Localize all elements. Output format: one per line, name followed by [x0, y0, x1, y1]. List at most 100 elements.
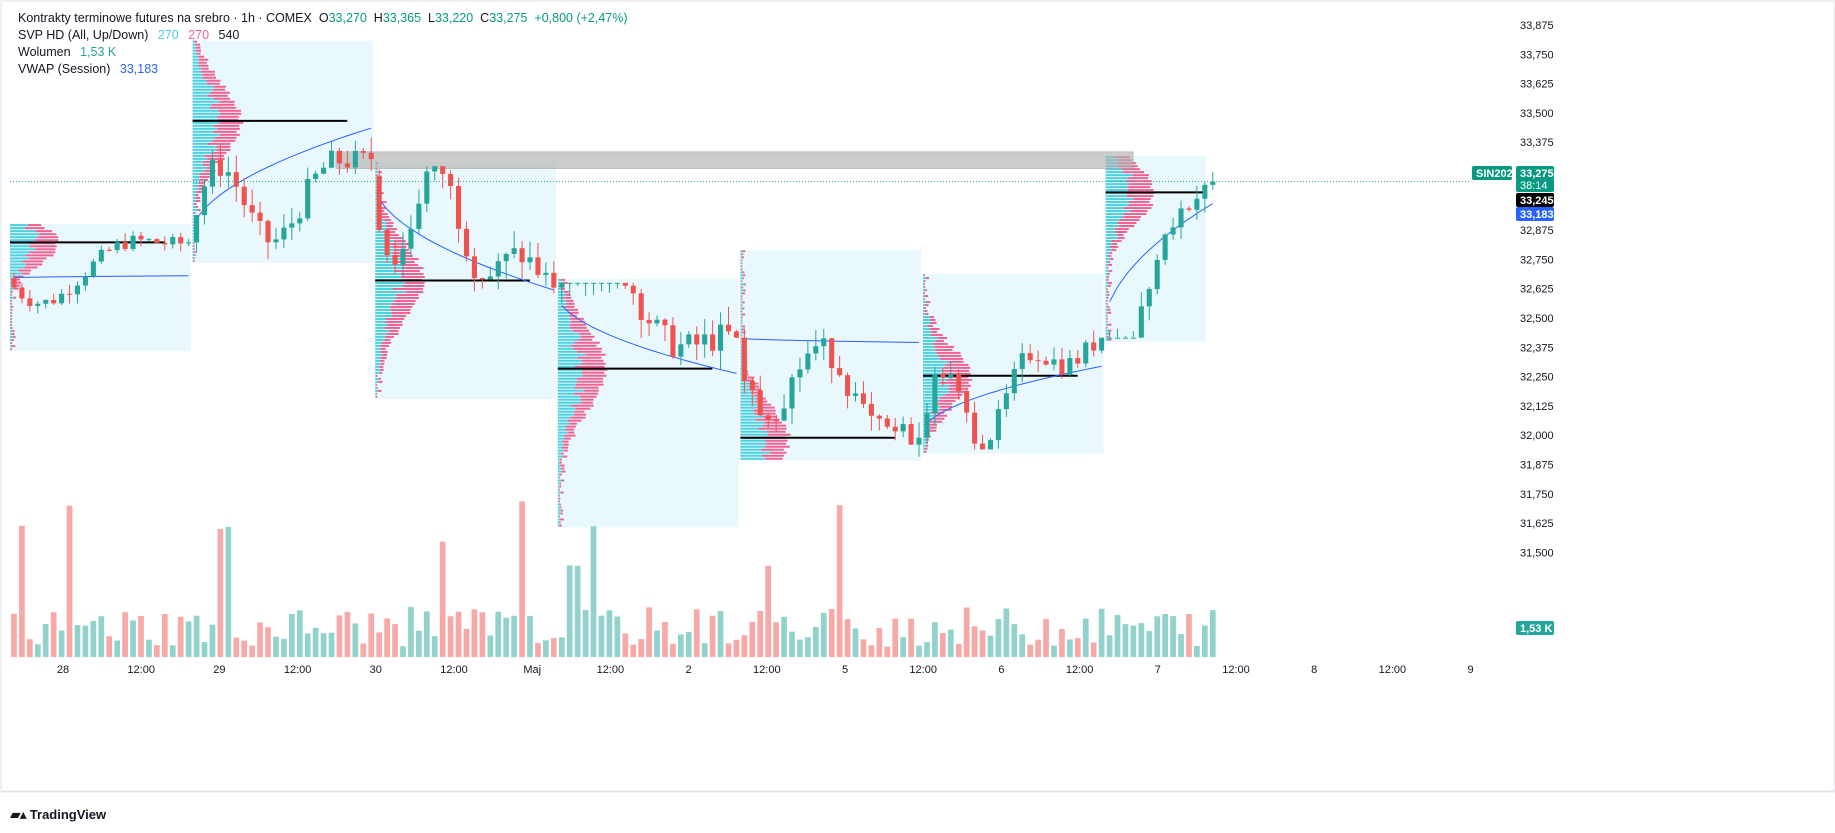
- indicator-svp[interactable]: SVP HD (All, Up/Down) 270 270 540: [18, 27, 628, 44]
- profile-bar-down: [1127, 186, 1151, 189]
- x-axis-tick-label: 12:00: [909, 664, 937, 676]
- indicator-volume[interactable]: Wolumen 1,53 K: [18, 44, 628, 61]
- volume-bar: [979, 630, 986, 657]
- profile-bar-up: [923, 336, 938, 339]
- profile-bar-down: [558, 515, 560, 518]
- volume-bar: [82, 625, 89, 657]
- profile-bar-up: [557, 413, 574, 416]
- profile-bar-down: [199, 175, 210, 178]
- profile-bar-up: [375, 359, 381, 362]
- profile-bar-down: [560, 452, 564, 455]
- volume-bar: [550, 638, 557, 657]
- profile-bar-up: [192, 58, 199, 61]
- candle-body: [1130, 337, 1136, 339]
- profile-bar-down: [741, 304, 743, 307]
- volume-bar: [273, 636, 279, 657]
- profile-bar-down: [403, 267, 424, 270]
- profile-bar-up: [10, 336, 14, 339]
- profile-bar-up: [557, 350, 577, 353]
- profile-bar-up: [375, 287, 393, 290]
- profile-bar-down: [195, 205, 199, 208]
- profile-bar-down: [741, 268, 743, 271]
- candle-body: [527, 257, 533, 263]
- indicator-vwap[interactable]: VWAP (Session) 33,183: [18, 61, 628, 78]
- profile-bar-up: [375, 168, 376, 171]
- profile-bar-down: [926, 277, 930, 280]
- volume-bar: [566, 565, 573, 657]
- volume-bar: [820, 612, 827, 657]
- candle-body: [797, 369, 803, 378]
- profile-bar-down: [390, 237, 404, 240]
- candle-body: [1043, 360, 1049, 365]
- profile-bar-up: [1105, 296, 1108, 299]
- candle-body: [1114, 337, 1121, 339]
- volume-bar: [169, 645, 176, 657]
- profile-bar-down: [402, 284, 425, 287]
- profile-bar-up: [923, 333, 931, 336]
- profile-bar-up: [740, 424, 764, 427]
- profile-bar-down: [1111, 242, 1118, 245]
- volume-bar: [312, 627, 319, 657]
- candle-body: [924, 413, 930, 438]
- profile-bar-up: [740, 367, 743, 370]
- profile-bar-down: [198, 58, 209, 61]
- profile-bar-up: [375, 302, 392, 305]
- profile-bar-up: [557, 335, 581, 338]
- symbol-title[interactable]: Kontrakty terminowe futures na srebro · …: [18, 11, 312, 25]
- volume-bar: [749, 621, 756, 657]
- profile-bar-up: [557, 497, 559, 500]
- profile-bar-up: [1105, 213, 1124, 216]
- profile-bar-up: [192, 76, 203, 79]
- profile-bar-down: [563, 296, 572, 299]
- profile-bar-up: [557, 521, 560, 524]
- profile-bar-up: [923, 307, 925, 310]
- candle-body: [241, 186, 247, 206]
- volume-bar: [225, 526, 232, 657]
- profile-bar-down: [24, 227, 45, 230]
- volume-bar: [852, 628, 859, 657]
- profile-bar-up: [1105, 245, 1111, 248]
- profile-bar-up: [740, 298, 742, 301]
- profile-bar-up: [1105, 254, 1109, 257]
- profile-bar-up: [192, 79, 207, 82]
- profile-bar-down: [389, 305, 413, 308]
- profile-bar-down: [923, 283, 925, 286]
- profile-bar-down: [379, 365, 384, 368]
- volume-bar: [296, 610, 303, 657]
- profile-bar-down: [392, 287, 423, 290]
- profile-bar-up: [375, 171, 379, 174]
- profile-bar-down: [386, 332, 399, 335]
- profile-bar-down: [930, 411, 945, 414]
- profile-bar-down: [576, 377, 604, 380]
- candle-body: [1178, 208, 1184, 228]
- tradingview-logo[interactable]: ▰▴ TradingView: [10, 806, 106, 823]
- x-axis-tick-label: 30: [370, 664, 382, 676]
- prev-price-tag: 33,245: [1520, 195, 1554, 207]
- volume-bar: [932, 622, 938, 657]
- profile-bar-up: [375, 296, 396, 299]
- volume-bar: [471, 609, 478, 657]
- candle-body: [1146, 289, 1152, 307]
- candle-body: [1186, 208, 1192, 210]
- profile-bar-down: [564, 434, 576, 437]
- profile-bar-down: [934, 345, 955, 348]
- volume-bar: [773, 622, 779, 657]
- profile-bar-up: [1105, 168, 1122, 171]
- profile-bar-down: [385, 335, 395, 338]
- profile-bar-down: [741, 298, 743, 301]
- profile-bar-down: [930, 333, 943, 336]
- profile-bar-down: [753, 409, 776, 412]
- candle-body: [43, 300, 49, 304]
- profile-bar-down: [39, 233, 57, 236]
- profile-bar-down: [561, 278, 566, 281]
- profile-bar-up: [740, 268, 742, 271]
- volume-bar: [161, 614, 168, 657]
- profile-bar-down: [927, 324, 933, 327]
- x-axis-tick-label: 12:00: [1066, 664, 1094, 676]
- profile-bar-up: [192, 248, 194, 251]
- profile-bar-down: [580, 398, 594, 401]
- volume-bar: [416, 630, 422, 657]
- profile-bar-up: [375, 299, 394, 302]
- profile-bar-up: [557, 476, 560, 479]
